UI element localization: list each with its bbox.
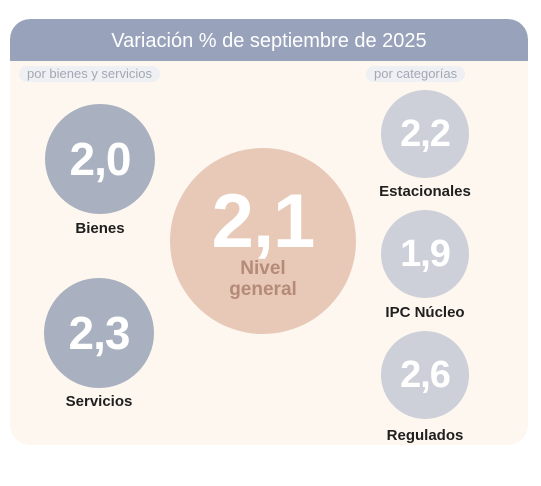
regulados-circle: 2,6 (381, 331, 469, 419)
bienes-value: 2,0 (69, 133, 132, 185)
nivel-general-label-line1: Nivel (240, 258, 286, 279)
bienes-circle: 2,0 (45, 104, 155, 214)
estacionales-label: Estacionales (379, 183, 471, 200)
nivel-general-circle: 2,1 Nivel general (170, 148, 356, 334)
servicios-circle: 2,3 (44, 278, 154, 388)
bienes-label: Bienes (75, 220, 125, 237)
regulados-value: 2,6 (400, 353, 451, 396)
left-category-tag: por bienes y servicios (19, 66, 160, 82)
servicios-value: 2,3 (68, 307, 131, 359)
estacionales-value: 2,2 (400, 112, 451, 155)
servicios-label: Servicios (65, 393, 133, 410)
ipc-nucleo-value: 1,9 (400, 232, 451, 275)
ipc-nucleo-label: IPC Núcleo (385, 304, 465, 321)
ipc-nucleo-circle: 1,9 (381, 210, 469, 298)
right-category-tag: por categorías (366, 66, 466, 82)
card-title: Variación % de septiembre de 2025 (10, 19, 528, 61)
regulados-label: Regulados (386, 427, 464, 444)
nivel-general-label-line2: general (229, 279, 297, 300)
estacionales-circle: 2,2 (381, 90, 469, 178)
nivel-general-value: 2,1 (211, 179, 316, 264)
